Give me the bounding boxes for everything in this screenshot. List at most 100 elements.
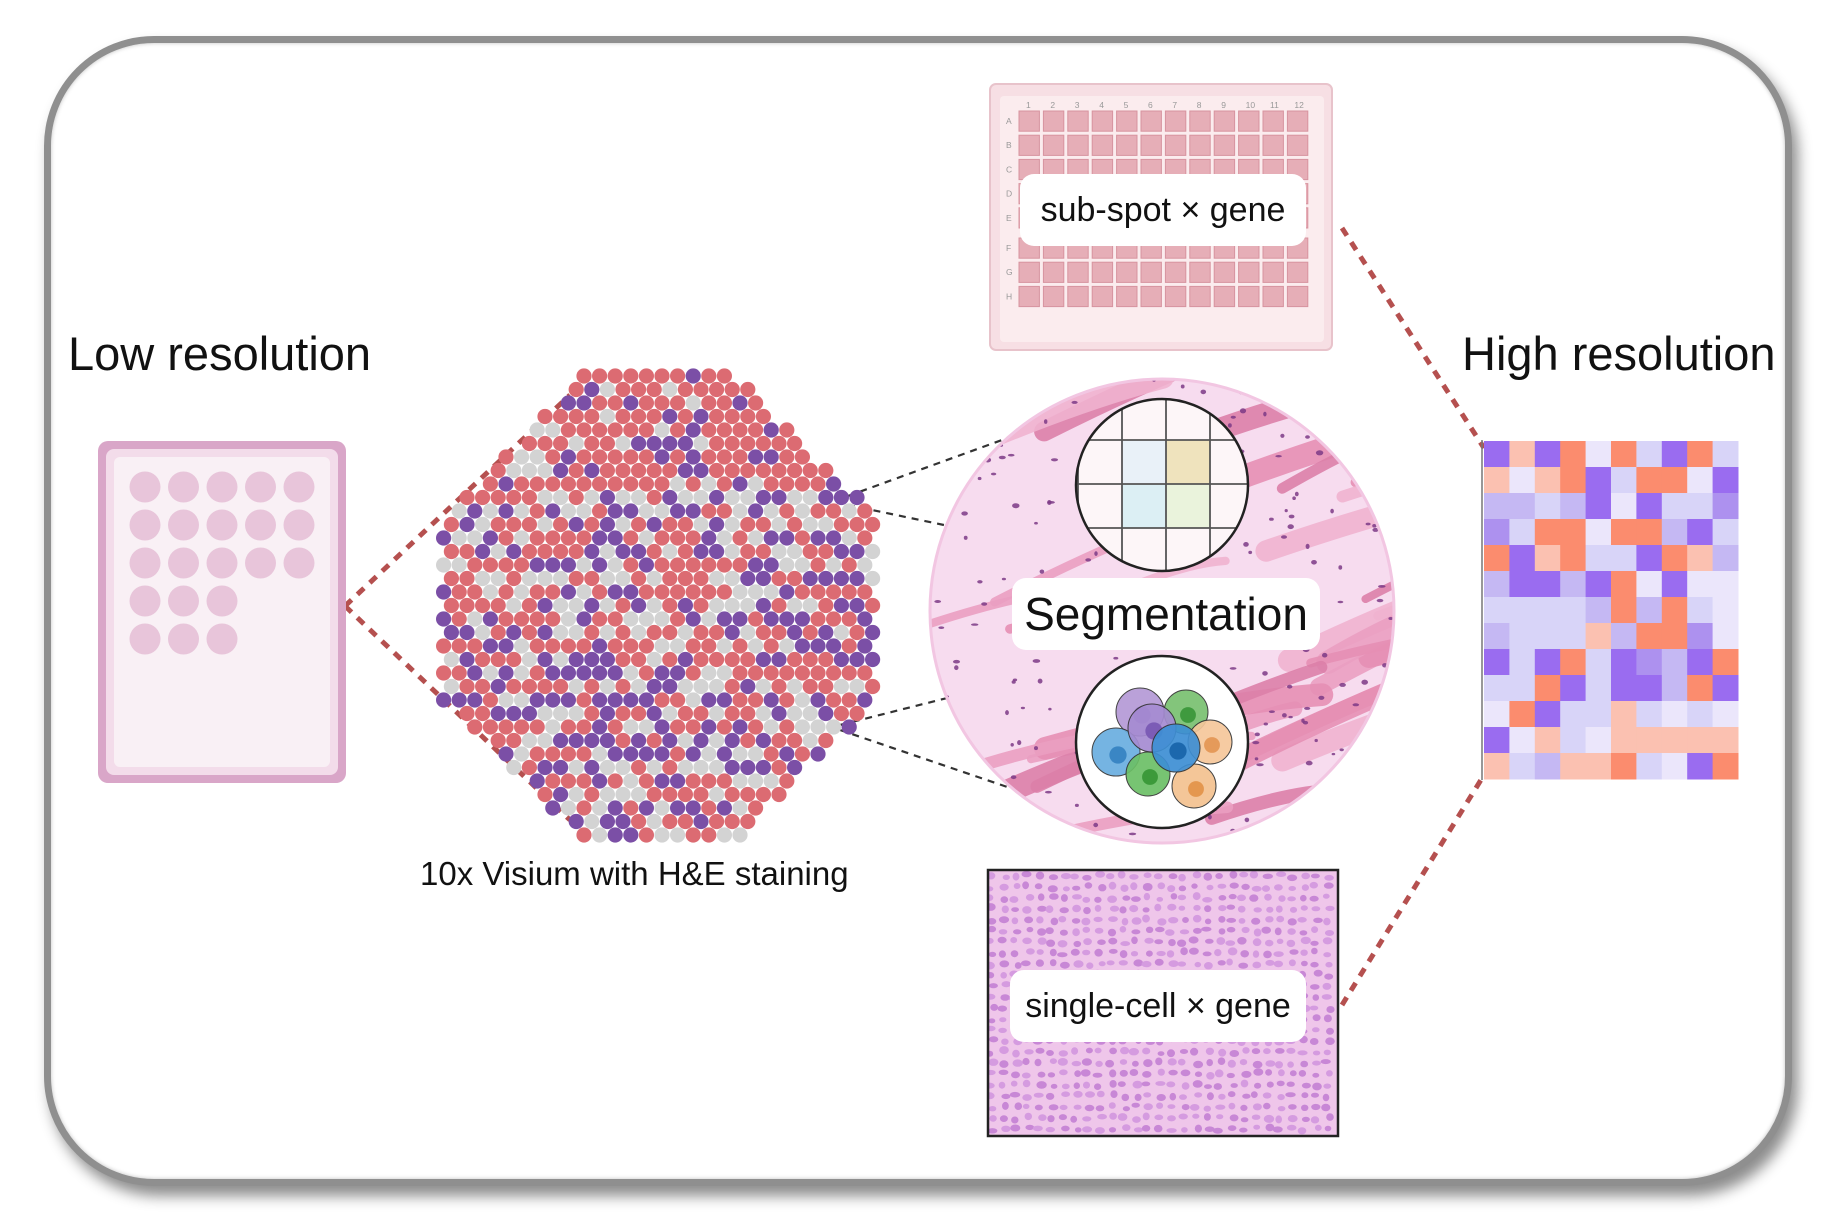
heatmap-cell	[1687, 519, 1714, 546]
visium-spot	[631, 570, 647, 587]
tissue-cell	[1072, 894, 1082, 900]
heatmap-cell	[1585, 493, 1612, 520]
visium-spot	[841, 692, 857, 708]
tissue-cell	[1311, 1103, 1321, 1111]
tissue-cell	[988, 1069, 996, 1076]
tissue-cell	[1263, 1048, 1271, 1055]
tissue-cell	[1241, 1070, 1252, 1078]
visium-spot	[740, 678, 756, 695]
tissue-cell	[1059, 1069, 1068, 1076]
tissue-cell	[1096, 1090, 1105, 1098]
nucleus	[1391, 705, 1394, 710]
tissue-cell	[1012, 872, 1020, 881]
tissue-cell	[1276, 915, 1285, 923]
visium-spot	[654, 746, 670, 762]
visium-spot	[592, 638, 608, 654]
tissue-cell	[1226, 1072, 1235, 1079]
visium-spot	[865, 624, 881, 641]
nucleus	[1254, 732, 1260, 737]
visium-spot	[584, 381, 600, 398]
heatmap-cell	[1509, 571, 1536, 598]
visium-spot	[607, 395, 623, 411]
plate-well	[1042, 110, 1065, 132]
heatmap-cell	[1484, 701, 1510, 728]
nucleus	[1365, 522, 1371, 526]
heatmap-cell	[1712, 493, 1739, 520]
heatmap-cell	[1712, 727, 1739, 754]
visium-spot	[709, 435, 725, 452]
heatmap-cell	[1636, 545, 1663, 572]
tissue-cell	[1121, 1093, 1130, 1102]
tissue-cell	[1073, 960, 1084, 968]
tissue-cell	[1146, 950, 1153, 957]
nucleus	[993, 806, 998, 811]
tissue-cell	[1253, 928, 1262, 937]
tissue-cell	[988, 972, 995, 979]
visium-spot	[482, 584, 498, 600]
tissue-cell	[1189, 947, 1199, 955]
tissue-cell	[1181, 1104, 1190, 1111]
visium-spot	[599, 624, 616, 641]
subspot-gene-label: sub-spot × gene	[1020, 174, 1306, 246]
visium-spot	[716, 665, 733, 681]
visium-spot	[810, 692, 826, 708]
tissue-cell	[1073, 1104, 1082, 1110]
tissue-cell	[1192, 871, 1202, 879]
visium-spot	[638, 449, 655, 465]
nucleus	[1208, 373, 1212, 378]
tissue-cell	[1288, 959, 1296, 967]
nucleus	[1048, 707, 1052, 711]
visium-spot	[568, 435, 584, 452]
visium-spot	[771, 624, 787, 641]
low-resolution-title: Low resolution	[68, 327, 372, 380]
nucleus	[1376, 598, 1384, 603]
visium-spot	[443, 678, 459, 695]
visium-spot	[490, 651, 506, 668]
visium-spot	[631, 624, 647, 641]
visium-spot	[592, 503, 608, 519]
visium-spot	[763, 692, 779, 708]
visium-spot	[553, 705, 569, 722]
visium-spot	[631, 489, 647, 506]
tissue-cell	[998, 950, 1007, 958]
nucleus	[1218, 839, 1226, 843]
tissue-cell	[1082, 874, 1092, 881]
visium-spot	[490, 462, 506, 479]
tissue-cell	[1326, 1027, 1334, 1035]
tissue-cell	[1276, 871, 1287, 877]
tissue-cell	[1001, 1093, 1011, 1100]
heatmap-cell	[1687, 441, 1714, 468]
plate-column-label: 12	[1294, 100, 1304, 110]
tissue-cell	[1191, 883, 1198, 889]
plate-well	[1042, 134, 1065, 156]
visium-spot	[670, 773, 686, 789]
tissue-cell	[1203, 872, 1213, 881]
heatmap-cell	[1484, 649, 1510, 676]
tissue-cell	[1037, 905, 1047, 912]
tissue-cell	[1002, 1101, 1009, 1110]
visium-spot	[490, 543, 506, 560]
nucleus	[1388, 617, 1394, 620]
visium-spot	[459, 651, 475, 668]
nucleus	[1034, 521, 1038, 525]
nucleus	[1302, 824, 1310, 828]
visium-spot	[545, 611, 561, 627]
heatmap-cell	[1560, 753, 1587, 780]
visium-spot	[475, 543, 491, 560]
heatmap-cell	[1687, 597, 1714, 624]
visium-spot	[810, 665, 826, 681]
tissue-cell	[1229, 870, 1238, 879]
visium-spot	[748, 503, 764, 519]
visium-spot	[514, 503, 530, 519]
visium-spot	[545, 530, 561, 546]
visium-spot	[857, 638, 873, 654]
visium-spot	[724, 381, 740, 398]
visium-spot	[709, 597, 725, 614]
heatmap-cell	[1585, 467, 1612, 494]
visium-spot	[716, 638, 733, 654]
visium-spot	[709, 381, 725, 398]
visium-spot	[545, 800, 561, 816]
tissue-cell	[1142, 914, 1150, 923]
tissue-cell	[1240, 1104, 1248, 1111]
